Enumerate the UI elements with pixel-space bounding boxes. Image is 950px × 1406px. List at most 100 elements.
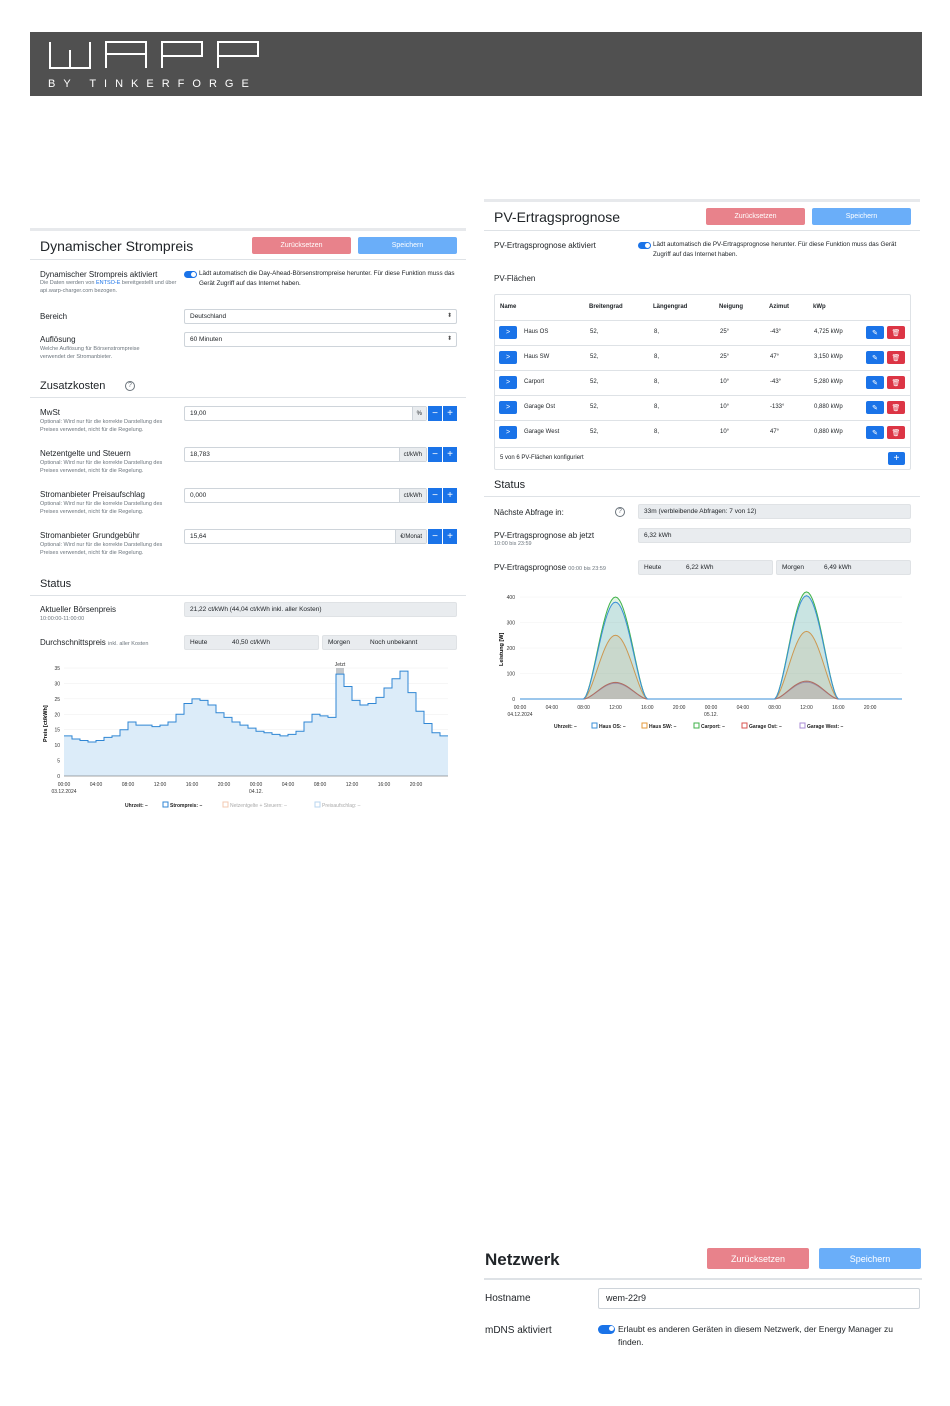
increment-button[interactable]: + xyxy=(443,488,457,503)
legend-swatch xyxy=(799,722,806,729)
y-tick-label: 5 xyxy=(57,759,60,765)
decrement-button[interactable]: − xyxy=(428,447,442,462)
next-query-label: Nächste Abfrage in: xyxy=(494,508,564,517)
forecast-label: PV-Ertragsprognose 00:00 bis 23:59 xyxy=(494,563,606,572)
increment-button[interactable]: + xyxy=(443,406,457,421)
series-line xyxy=(520,680,902,700)
field-label: Stromanbieter Grundgebühr xyxy=(40,531,140,540)
expand-row-button[interactable]: > xyxy=(499,401,517,414)
expand-row-button[interactable]: > xyxy=(499,326,517,339)
active-toggle-text: Lädt automatisch die Day-Ahead-Börsenstr… xyxy=(199,270,455,287)
planes-table: Name Breitengrad Längengrad Neigung Azim… xyxy=(494,294,911,470)
increment-button[interactable]: + xyxy=(443,447,457,462)
today-avg: Heute 40,50 ct/kWh xyxy=(184,635,319,650)
help-icon[interactable]: ? xyxy=(125,381,135,391)
table-cell: 25° xyxy=(720,329,730,335)
save-button[interactable]: Speichern xyxy=(358,237,457,254)
y-tick-label: 300 xyxy=(507,621,516,627)
pv-status-title: Status xyxy=(494,479,526,491)
y-axis-label: Preis [ct/kWh] xyxy=(43,705,49,742)
app-header: BY TINKERFORGE xyxy=(30,32,922,96)
reset-button[interactable]: Zurücksetzen xyxy=(707,1248,809,1269)
pv-active-label: PV-Ertragsprognose aktiviert xyxy=(494,241,596,250)
entsoe-link[interactable]: ENTSO-E xyxy=(95,280,121,286)
strompreis-active-toggle[interactable] xyxy=(184,271,197,278)
x-tick-label: 08:00 xyxy=(122,782,135,788)
trash-icon[interactable]: 🗑 xyxy=(887,426,905,439)
save-button[interactable]: Speichern xyxy=(819,1248,921,1269)
table-cell: 52, xyxy=(590,429,599,435)
table-cell: -43° xyxy=(770,379,782,385)
decrement-button[interactable]: − xyxy=(428,406,442,421)
x-tick-label: 12:00 xyxy=(609,705,622,711)
table-cell: Garage Ost xyxy=(524,404,556,410)
legend-swatch xyxy=(693,722,700,729)
trash-icon[interactable]: 🗑 xyxy=(887,401,905,414)
trash-icon[interactable]: 🗑 xyxy=(887,351,905,364)
help-icon[interactable]: ? xyxy=(615,507,625,517)
expand-row-button[interactable]: > xyxy=(499,376,517,389)
table-row: > Garage Ost 52, 8, 10° -133° 0,880 kWp ✎ 🗑 xyxy=(495,395,910,420)
x-tick-label: 20:00 xyxy=(864,705,877,711)
hostname-input[interactable]: wem-22r9 xyxy=(598,1288,920,1309)
mwst-input[interactable]: 19,00% xyxy=(184,406,427,421)
price-line xyxy=(64,670,448,743)
decrement-button[interactable]: − xyxy=(428,488,442,503)
x-tick-label: 04:00 xyxy=(90,782,103,788)
expand-row-button[interactable]: > xyxy=(499,426,517,439)
logo-subtitle: BY TINKERFORGE xyxy=(48,78,257,90)
reset-button[interactable]: Zurücksetzen xyxy=(706,208,805,225)
x-tick-label: 20:00 xyxy=(410,782,423,788)
trash-icon[interactable]: 🗑 xyxy=(887,376,905,389)
table-row: > Garage West 52, 8, 10° 47° 0,880 kWp ✎ 🗑 xyxy=(495,420,910,445)
table-cell: -43° xyxy=(770,329,782,335)
y-tick-label: 30 xyxy=(54,681,60,687)
series-area xyxy=(520,595,902,699)
from-now-sub: 10:00 bis 23:59 xyxy=(494,541,532,547)
save-button[interactable]: Speichern xyxy=(812,208,911,225)
region-label: Bereich xyxy=(40,312,68,321)
edit-icon[interactable]: ✎ xyxy=(866,426,884,439)
decrement-button[interactable]: − xyxy=(428,529,442,544)
pv-title: PV-Ertragsprognose xyxy=(494,209,621,225)
aufschlag-input[interactable]: 0,000 ct/kWh xyxy=(184,488,427,503)
trash-icon[interactable]: 🗑 xyxy=(887,326,905,339)
mdns-toggle[interactable] xyxy=(598,1325,615,1334)
y-tick-label: 10 xyxy=(54,743,60,749)
pv-chart: 0 100 200 300 400 Leistung [W] 00:00 04:00 08:00… xyxy=(499,591,902,730)
table-cell: 4,725 kWp xyxy=(814,329,843,335)
add-plane-button[interactable]: + xyxy=(888,452,905,465)
avg-price-label: Durchschnittspreis inkl. aller Kosten xyxy=(40,638,149,647)
hostname-label: Hostname xyxy=(485,1293,531,1304)
grundgebuehr-input[interactable]: 15,64 €/Monat xyxy=(184,529,427,544)
now-label: Jetzt xyxy=(335,662,346,668)
resolution-select[interactable]: 60 Minuten ⬍ xyxy=(184,332,457,347)
select-caret-icon: ⬍ xyxy=(446,313,452,319)
field-label: Stromanbieter Preisaufschlag xyxy=(40,490,145,499)
x-tick-label: 20:00 xyxy=(218,782,231,788)
edit-icon[interactable]: ✎ xyxy=(866,351,884,364)
col-header: kWp xyxy=(813,304,826,310)
edit-icon[interactable]: ✎ xyxy=(866,326,884,339)
table-cell: 8, xyxy=(654,429,660,435)
y-tick-label: 0 xyxy=(512,697,515,703)
next-query-value: 33m (verbleibende Abfragen: 7 von 12) xyxy=(638,504,911,519)
increment-button[interactable]: + xyxy=(443,529,457,544)
reset-button[interactable]: Zurücksetzen xyxy=(252,237,351,254)
region-select[interactable]: Deutschland ⬍ xyxy=(184,309,457,324)
forecast-today: Heute 6,22 kWh xyxy=(638,560,773,575)
extra-costs-title: Zusatzkosten xyxy=(40,380,106,392)
strompreis-card: Dynamischer Strompreis Zurücksetzen Spei… xyxy=(30,228,466,818)
x-tick-label: 08:00 xyxy=(577,705,590,711)
edit-icon[interactable]: ✎ xyxy=(866,376,884,389)
netzentgelte-input[interactable]: 18,783 ct/kWh xyxy=(184,447,427,462)
pv-active-toggle[interactable] xyxy=(638,242,651,249)
edit-icon[interactable]: ✎ xyxy=(866,401,884,414)
configured-text: 5 von 6 PV-Flächen konfiguriert xyxy=(500,455,584,461)
mdns-text: Erlaubt es anderen Geräten in diesem Net… xyxy=(618,1324,893,1347)
x-tick-label: 00:00 xyxy=(514,705,527,711)
table-row: > Carport 52, 8, 10° -43° 5,280 kWp ✎ 🗑 xyxy=(495,370,910,395)
field-label: Netzentgelte und Steuern xyxy=(40,449,131,458)
expand-row-button[interactable]: > xyxy=(499,351,517,364)
